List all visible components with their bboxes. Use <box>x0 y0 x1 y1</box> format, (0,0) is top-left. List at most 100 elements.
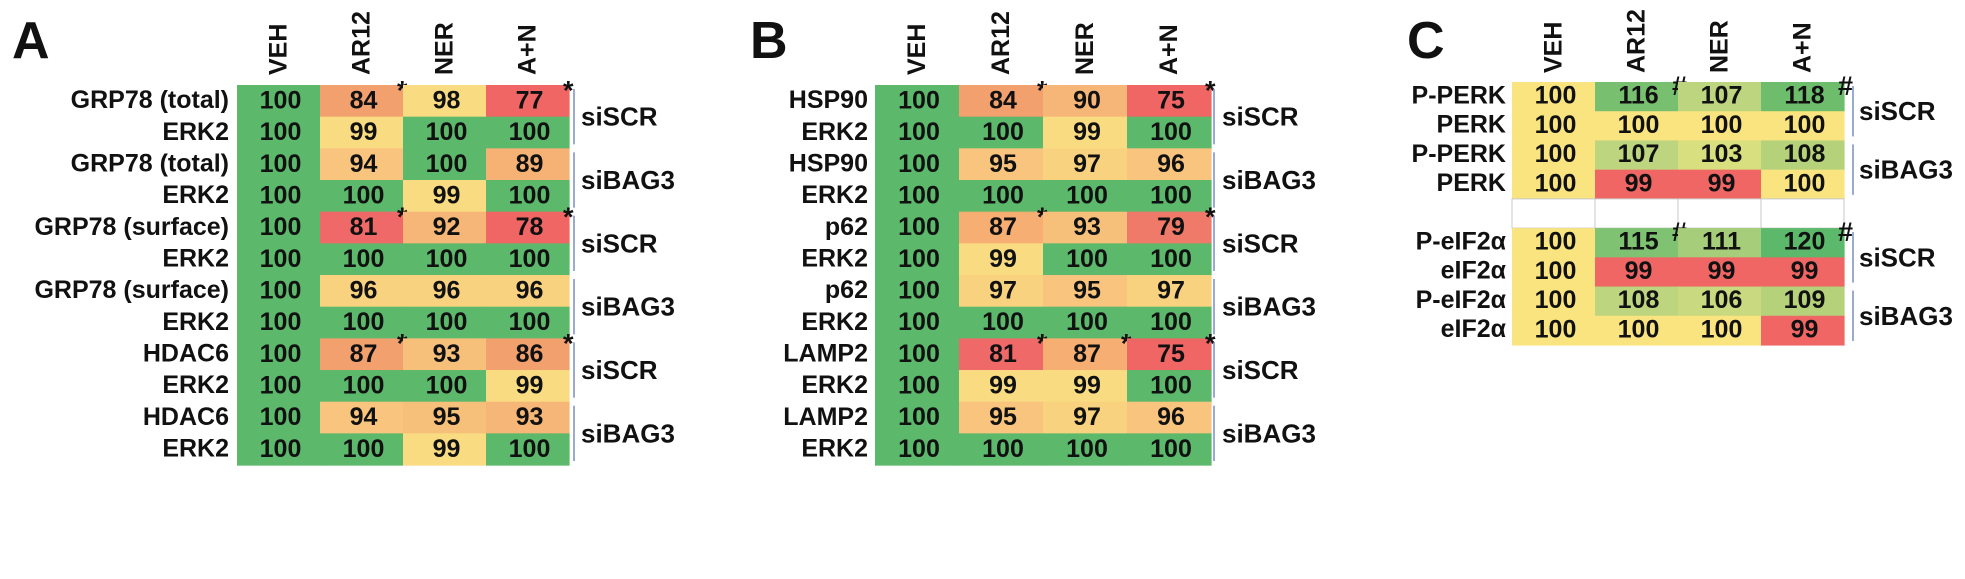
cell-value: 100 <box>343 245 385 273</box>
cell-value: 100 <box>898 213 940 241</box>
group-label: siBAG3 <box>1859 301 1953 331</box>
cell-value: 93 <box>433 340 461 368</box>
heatmap-cell <box>237 116 321 149</box>
cell-value: 99 <box>1073 371 1101 399</box>
cell-value: 96 <box>1157 403 1185 431</box>
cell-value: 99 <box>1708 169 1736 197</box>
cell-value: 100 <box>260 213 302 241</box>
significance-marker: * <box>397 75 408 105</box>
cell-value: 100 <box>1535 111 1577 139</box>
cell-value: 100 <box>1535 82 1577 110</box>
heatmap-cell <box>1043 433 1128 466</box>
heatmap-cell <box>403 306 487 339</box>
heatmap-cell <box>403 116 487 149</box>
cell-value: 92 <box>433 213 461 241</box>
heatmap-cell <box>1761 82 1845 112</box>
heatmap-cell <box>959 433 1044 466</box>
heatmap-cell <box>1512 286 1596 317</box>
heatmap-cell <box>320 180 404 213</box>
heatmap-cell <box>1761 140 1845 171</box>
heatmap-cell <box>403 211 487 244</box>
heatmap-cell <box>403 338 487 371</box>
row-label: P-PERK <box>1412 81 1506 109</box>
heatmap-cell <box>1678 315 1762 346</box>
cell-value: 94 <box>350 150 378 178</box>
heatmap-cell <box>1678 169 1762 200</box>
cell-value: 75 <box>1157 86 1185 114</box>
heatmap-cell <box>1127 85 1212 118</box>
heatmap-cell <box>875 116 960 149</box>
cell-value: 95 <box>1073 276 1101 304</box>
heatmap-cell <box>1761 315 1845 346</box>
significance-marker: * <box>1205 202 1216 232</box>
heatmap-cell <box>1043 370 1128 403</box>
heatmap-cell <box>403 275 487 308</box>
cell-value: 107 <box>1618 140 1660 168</box>
cell-value: 100 <box>1535 228 1577 256</box>
heatmap-cell <box>486 211 570 244</box>
cell-value: 100 <box>509 181 551 209</box>
cell-value: 99 <box>989 371 1017 399</box>
heatmap-cell <box>237 275 321 308</box>
cell-value: 79 <box>1157 213 1185 241</box>
column-header: A+N <box>1155 24 1183 75</box>
cell-value: 87 <box>989 213 1017 241</box>
cell-value: 93 <box>1073 213 1101 241</box>
heatmap-cell <box>486 116 570 149</box>
heatmap-cell <box>486 275 570 308</box>
heatmap-cell <box>237 243 321 276</box>
heatmap-cell <box>959 243 1044 276</box>
heatmap-cell <box>1595 82 1679 112</box>
cell-value: 100 <box>509 118 551 146</box>
row-label: P-eIF2α <box>1416 227 1507 255</box>
cell-value: 99 <box>1625 257 1653 285</box>
heatmap-cell <box>1512 257 1596 288</box>
cell-value: 100 <box>1701 315 1743 343</box>
group-label: siBAG3 <box>1222 165 1316 195</box>
significance-marker: * <box>397 202 408 232</box>
cell-value: 100 <box>260 245 302 273</box>
row-label: HDAC6 <box>143 403 229 431</box>
heatmap-cell <box>875 338 960 371</box>
panel-a: A VEH AR12 NER A+N GRP78 (total) 100 84 * 98 77 * ER… <box>12 11 675 466</box>
cell-value: 100 <box>898 150 940 178</box>
row-label: eIF2α <box>1441 315 1507 343</box>
heatmap-cell <box>320 433 404 466</box>
cell-value: 81 <box>350 213 378 241</box>
significance-marker: * <box>1037 75 1048 105</box>
heatmap-cell <box>486 433 570 466</box>
group-label: siSCR <box>1222 102 1299 132</box>
row-label: ERK2 <box>162 308 229 336</box>
column-header: VEH <box>903 24 931 75</box>
heatmap-cell <box>1127 370 1212 403</box>
row-label: ERK2 <box>801 118 868 146</box>
panel-c: CVEHAR12NERA+NP-PERK100116#107118#PERK10… <box>1407 9 1953 346</box>
cell-value: 100 <box>1784 111 1826 139</box>
heatmap-cell <box>1127 306 1212 339</box>
row-label: ERK2 <box>801 244 868 272</box>
heatmap-cell <box>1127 148 1212 181</box>
cell-value: 93 <box>516 403 544 431</box>
cell-value: 100 <box>343 371 385 399</box>
heatmap-cell <box>1127 211 1212 244</box>
row-label: HDAC6 <box>143 339 229 367</box>
heatmap-cell <box>403 401 487 434</box>
cell-value: 99 <box>1073 118 1101 146</box>
cell-value: 97 <box>989 276 1017 304</box>
heatmap-cell <box>1595 111 1679 142</box>
cell-value: 100 <box>1535 257 1577 285</box>
group-label: siBAG3 <box>581 418 675 448</box>
heatmap-cell <box>875 211 960 244</box>
heatmap-cell <box>875 243 960 276</box>
cell-value: 99 <box>350 118 378 146</box>
heatmap-cell <box>1127 243 1212 276</box>
heatmap-cell <box>320 338 404 371</box>
cell-value: 84 <box>350 86 378 114</box>
significance-marker: # <box>1838 217 1853 247</box>
column-header: VEH <box>265 24 293 75</box>
cell-value: 108 <box>1618 286 1660 314</box>
cell-value: 100 <box>898 181 940 209</box>
cell-value: 103 <box>1701 140 1743 168</box>
group-label: siSCR <box>581 355 658 385</box>
cell-value: 87 <box>350 340 378 368</box>
